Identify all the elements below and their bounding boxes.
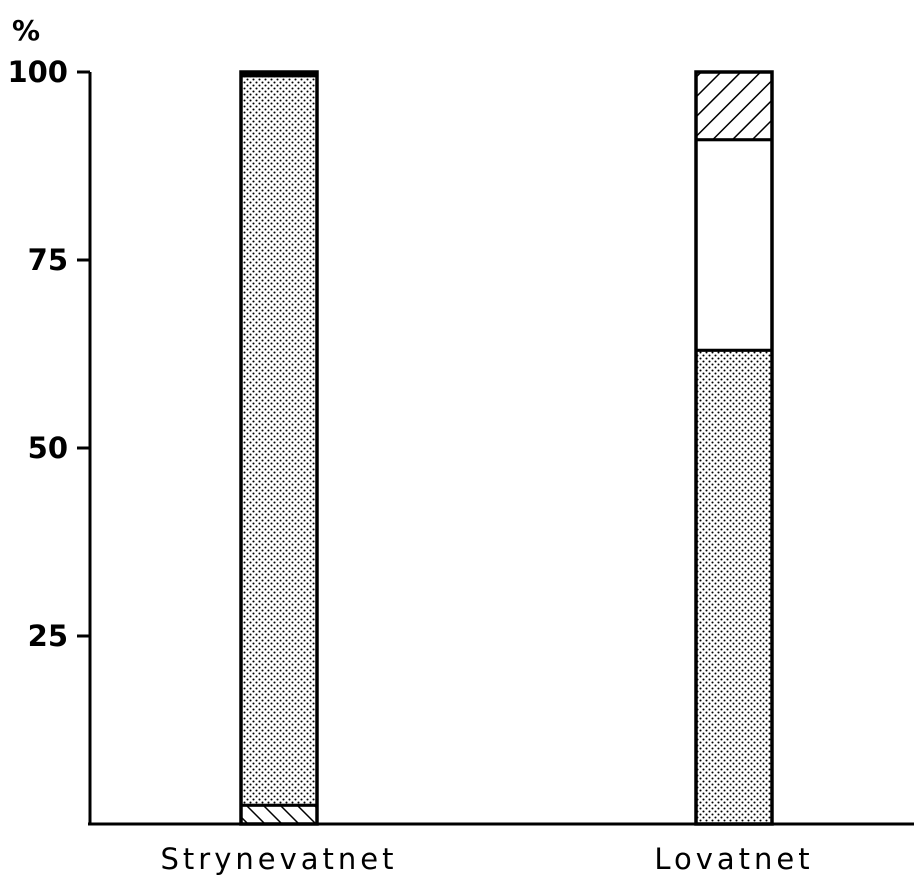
bar-segment-white — [694, 138, 774, 352]
bar-segment-hatched-backslash — [239, 803, 319, 826]
bar-segment-hatched-slash — [694, 70, 774, 142]
bar-segment-dotted — [694, 348, 774, 826]
bar-strynevatnet — [239, 70, 319, 826]
y-tick-label: 100 — [7, 55, 68, 89]
y-tick-label: 75 — [28, 243, 68, 277]
bar-lovatnet — [694, 70, 774, 826]
category-labels: Strynevatnet Lovatnet — [161, 842, 813, 876]
bar-outline — [239, 70, 319, 826]
y-tick-label: 25 — [28, 619, 68, 653]
category-label: Strynevatnet — [161, 842, 398, 876]
y-ticks: 25 50 75 100 — [7, 55, 90, 653]
bar-outline — [694, 70, 774, 826]
bars — [239, 70, 774, 826]
category-label: Lovatnet — [654, 842, 813, 876]
y-tick-label: 50 — [28, 431, 68, 465]
axes — [88, 72, 914, 826]
y-axis-unit-label: % — [12, 14, 40, 47]
bar-segment-dotted — [239, 74, 319, 807]
